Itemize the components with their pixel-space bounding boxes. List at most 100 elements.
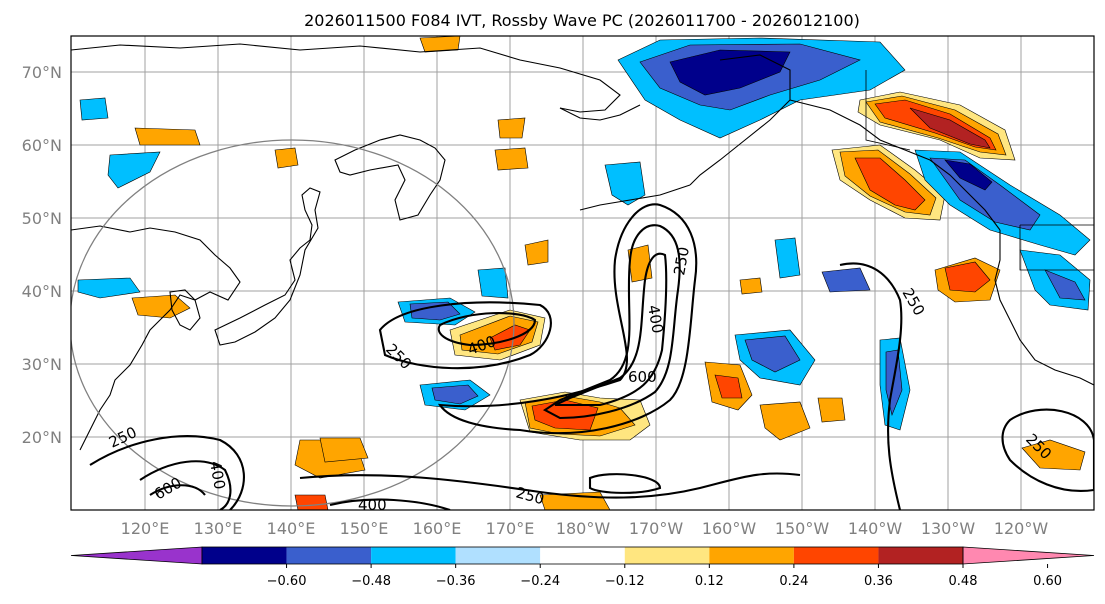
coast-siberia bbox=[71, 43, 621, 113]
colorbar-segment bbox=[624, 547, 710, 564]
colorbar-tick-label: −0.36 bbox=[436, 574, 476, 589]
colorbar-tick-label: 0.24 bbox=[779, 574, 808, 589]
colorbar-segment bbox=[793, 547, 879, 564]
anomaly-npac-negative-2 bbox=[774, 237, 801, 279]
lon-label: 160°E bbox=[413, 519, 462, 538]
reference-circle bbox=[71, 139, 515, 507]
coast-japan bbox=[214, 187, 321, 346]
colorbar-segment bbox=[709, 547, 794, 564]
lon-label: 170°W bbox=[629, 519, 684, 538]
lon-label: 140°E bbox=[267, 519, 316, 538]
anomaly-npac-negative bbox=[604, 161, 646, 206]
anomaly-east-positive bbox=[759, 401, 811, 441]
lat-label: 50°N bbox=[22, 209, 62, 228]
map-panel: 250 400 250 400 600 250 250 400 600 400 … bbox=[71, 36, 1094, 514]
anomaly-coast-strong bbox=[944, 159, 993, 191]
contour-250-dateline bbox=[437, 203, 698, 435]
lon-label: 180°W bbox=[556, 519, 611, 538]
anomaly-coast-core bbox=[929, 157, 1041, 231]
contour-label: 250 bbox=[670, 245, 693, 276]
border-alaska-canada bbox=[865, 70, 911, 151]
coast-kamchatka bbox=[334, 134, 446, 221]
colorbar-segment bbox=[286, 547, 372, 564]
anomaly-positive-small-3 bbox=[319, 437, 369, 463]
contour-400-wave bbox=[437, 311, 537, 347]
contour-400-southwest bbox=[139, 460, 232, 510]
anomaly-positive-small-1 bbox=[524, 239, 549, 266]
lon-label: 150°E bbox=[340, 519, 389, 538]
contour-label: 400 bbox=[358, 496, 387, 514]
anomaly-central-core bbox=[744, 335, 801, 373]
anomaly-east-positive-2 bbox=[817, 397, 846, 423]
lon-label: 130°W bbox=[921, 519, 976, 538]
lon-label: 170°E bbox=[486, 519, 535, 538]
colorbar-tick-label: 0.12 bbox=[695, 574, 724, 589]
coast-aleutians bbox=[579, 184, 691, 211]
colorbar-frame bbox=[201, 546, 964, 565]
anomaly-china-negative bbox=[79, 97, 109, 121]
coast-na-west bbox=[994, 230, 1094, 386]
lon-label: 140°W bbox=[848, 519, 903, 538]
anomaly-pnw-core bbox=[1044, 269, 1086, 301]
lon-label: 120°E bbox=[121, 519, 170, 538]
anomaly-bering-strong bbox=[669, 49, 791, 96]
anomaly-sw-red bbox=[294, 494, 329, 510]
anomaly-alaska-dark bbox=[909, 107, 991, 149]
contour-250-wave bbox=[378, 301, 552, 370]
anomaly-asia-positive bbox=[131, 294, 191, 319]
lat-label: 40°N bbox=[22, 282, 62, 301]
anomaly-npac-negative-3 bbox=[821, 267, 871, 293]
colorbar-tick-label: −0.60 bbox=[267, 574, 307, 589]
border-canada-us bbox=[1019, 224, 1094, 271]
lon-label: 130°E bbox=[194, 519, 243, 538]
contour-250-southwest bbox=[89, 435, 245, 510]
colorbar-extend-low bbox=[70, 546, 203, 565]
longitude-labels: 120°E 130°E 140°E 150°E 160°E 170°E 180°… bbox=[121, 519, 1049, 538]
contour-250-se bbox=[299, 472, 801, 499]
anomaly-negative-small-1 bbox=[477, 267, 509, 299]
anomaly-asia-negative-2 bbox=[107, 151, 161, 189]
lon-label: 160°W bbox=[702, 519, 757, 538]
lon-label: 150°W bbox=[775, 519, 830, 538]
lat-label: 60°N bbox=[22, 136, 62, 155]
colorbar: −0.60 −0.48 −0.36 −0.24 −0.12 0.12 0.24 0.36 0.4… bbox=[70, 546, 1095, 589]
latitude-labels: 70°N 60°N 50°N 40°N 30°N 20°N bbox=[22, 63, 62, 447]
contour-600-southwest bbox=[149, 484, 206, 496]
anomaly-asia-positive-2 bbox=[134, 127, 201, 146]
contour-400-dateline bbox=[542, 224, 681, 420]
anomaly-nepac-red bbox=[854, 157, 926, 211]
colorbar-extend-high bbox=[962, 546, 1095, 565]
borders bbox=[865, 70, 1094, 271]
colorbar-segment bbox=[878, 547, 963, 564]
colorbar-tick-label: −0.12 bbox=[605, 574, 645, 589]
contour-label: 400 bbox=[206, 460, 229, 491]
colorbar-tick-label: 0.36 bbox=[864, 574, 893, 589]
anomaly-south-positive bbox=[539, 491, 611, 510]
colorbar-tick-label: −0.24 bbox=[520, 574, 560, 589]
colorbar-segment bbox=[455, 547, 541, 564]
map-title: 2026011500 F084 IVT, Rossby Wave PC (202… bbox=[304, 11, 860, 30]
colorbar-tick-label: −0.48 bbox=[351, 574, 391, 589]
lat-label: 20°N bbox=[22, 428, 62, 447]
anomaly-asia-negative bbox=[77, 277, 141, 299]
colorbar-tick-label: 0.48 bbox=[949, 574, 978, 589]
lat-label: 70°N bbox=[22, 63, 62, 82]
anomaly-japan-positive bbox=[274, 147, 299, 169]
lon-label: 120°W bbox=[994, 519, 1049, 538]
anomaly-pac-positive bbox=[494, 147, 529, 171]
coast-korea bbox=[169, 289, 201, 331]
colorbar-segment bbox=[202, 547, 287, 564]
colorbar-tick-label: 0.60 bbox=[1033, 574, 1062, 589]
contour-label: 400 bbox=[644, 304, 667, 335]
contour-600-dateline bbox=[554, 252, 668, 407]
contour-400-south bbox=[329, 498, 451, 510]
lat-label: 30°N bbox=[22, 355, 62, 374]
contour-250-east-loop bbox=[1001, 408, 1094, 492]
anomaly-positive-small-4 bbox=[739, 277, 763, 295]
coast-chukotka bbox=[559, 104, 641, 121]
anomaly-wpac-core bbox=[409, 301, 461, 321]
anomaly-wpac-red bbox=[489, 324, 531, 351]
contour-250-east bbox=[839, 262, 903, 510]
anomaly-sw-core bbox=[431, 384, 479, 405]
